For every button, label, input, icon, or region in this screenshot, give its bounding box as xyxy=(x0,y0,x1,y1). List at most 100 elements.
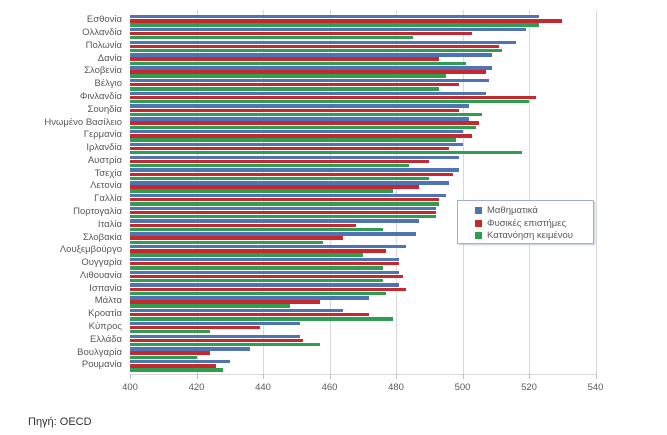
bar-22-series-2 xyxy=(130,304,290,308)
bar-2-series-2 xyxy=(130,48,503,53)
x-tick-mark-440 xyxy=(263,374,264,379)
x-tick-mark-500 xyxy=(462,374,464,379)
bar-2-series-1 xyxy=(130,44,500,49)
bar-25-series-0 xyxy=(130,334,300,338)
x-tick-mark-520 xyxy=(529,374,530,379)
bar-23-series-1 xyxy=(130,313,370,317)
bar-4-series-0 xyxy=(130,66,493,70)
bar-1-series-2 xyxy=(130,36,413,40)
bar-3-series-0 xyxy=(130,53,493,57)
bar-20-series-2 xyxy=(130,278,383,283)
bar-13-series-0 xyxy=(130,181,450,185)
bar-15-series-1 xyxy=(130,210,436,215)
bar-0-series-0 xyxy=(130,15,539,19)
legend: Μαθηματικά Φυσικές επιστήμες Κατανόηση κει… xyxy=(457,200,594,244)
bar-20-series-1 xyxy=(130,274,403,279)
bar-1-series-1 xyxy=(130,31,473,36)
bar-9-series-2 xyxy=(130,138,456,142)
bar-14-series-1 xyxy=(130,198,440,202)
category-label-15: Πορτογαλία xyxy=(73,206,122,217)
bar-18-series-1 xyxy=(130,249,387,253)
bar-3-series-2 xyxy=(130,61,466,66)
x-tick-label-400: 400 xyxy=(122,382,138,393)
category-label-26: Βουλγαρία xyxy=(77,346,122,358)
bar-16-series-2 xyxy=(130,227,383,232)
bar-21-series-1 xyxy=(130,287,406,291)
category-label-19: Ουγγαρία xyxy=(81,257,122,269)
x-tick-label-420: 420 xyxy=(188,382,205,393)
bar-1-series-0 xyxy=(130,27,526,32)
bar-3-series-1 xyxy=(130,57,440,61)
legend-item-1: Φυσικές επιστήμες xyxy=(475,217,593,230)
gridline-500 xyxy=(462,10,464,374)
bar-22-series-0 xyxy=(130,296,370,300)
category-label-24: Κύπρος xyxy=(88,321,122,333)
bar-10-series-1 xyxy=(130,146,450,151)
bar-10-series-2 xyxy=(130,151,523,155)
category-label-16: Ιταλία xyxy=(97,218,122,230)
bar-11-series-2 xyxy=(130,163,410,168)
bar-11-series-0 xyxy=(130,155,460,159)
bar-8-series-2 xyxy=(130,125,476,129)
legend-label-1: Φυσικές επιστήμες xyxy=(487,217,567,229)
bar-24-series-1 xyxy=(130,325,260,330)
bar-26-series-2 xyxy=(130,355,197,359)
bar-13-series-2 xyxy=(130,189,393,193)
legend-swatch-icon xyxy=(475,206,482,214)
bar-8-series-0 xyxy=(130,117,470,121)
bar-15-series-0 xyxy=(130,206,436,211)
x-tick-label-440: 440 xyxy=(255,382,271,393)
category-label-18: Λουξεμβούργο xyxy=(59,244,122,256)
category-label-3: Δανία xyxy=(97,52,122,64)
legend-item-0: Μαθηματικά xyxy=(475,204,593,217)
bar-17-series-0 xyxy=(130,232,416,236)
bar-5-series-0 xyxy=(130,78,490,83)
x-tick-label-500: 500 xyxy=(454,382,471,393)
category-label-23: Κροατία xyxy=(88,308,122,320)
bar-16-series-0 xyxy=(130,219,420,223)
gridline-480 xyxy=(396,10,397,374)
bar-25-series-1 xyxy=(130,338,303,343)
bar-9-series-0 xyxy=(130,130,463,134)
category-label-25: Ελλάδα xyxy=(90,333,122,345)
bar-5-series-1 xyxy=(130,83,460,87)
bar-22-series-1 xyxy=(130,300,320,304)
bar-10-series-0 xyxy=(130,142,463,147)
bar-6-series-0 xyxy=(130,91,486,96)
bar-26-series-1 xyxy=(130,351,210,355)
x-tick-label-460: 460 xyxy=(321,382,338,393)
bar-11-series-1 xyxy=(130,159,430,164)
x-tick-label-520: 520 xyxy=(521,382,537,393)
bar-7-series-2 xyxy=(130,112,483,117)
legend-swatch-icon xyxy=(475,232,482,240)
bar-7-series-0 xyxy=(130,104,470,108)
legend-label-0: Μαθηματικά xyxy=(487,204,538,216)
bar-21-series-2 xyxy=(130,291,387,296)
bar-21-series-0 xyxy=(130,283,400,287)
bar-14-series-0 xyxy=(130,193,446,198)
bar-27-series-2 xyxy=(130,368,224,372)
bar-27-series-0 xyxy=(130,360,230,364)
category-label-4: Σλοβενία xyxy=(84,65,122,77)
bar-4-series-1 xyxy=(130,70,486,74)
bar-12-series-1 xyxy=(130,172,453,176)
bar-17-series-2 xyxy=(130,240,323,244)
bar-24-series-0 xyxy=(130,321,300,326)
gridline-540 xyxy=(595,10,597,374)
x-tick-label-480: 480 xyxy=(388,382,404,393)
bar-19-series-0 xyxy=(130,257,400,262)
category-label-5: Βέλγιο xyxy=(94,78,122,90)
source-note: Πηγή: OECD xyxy=(28,416,92,428)
category-label-7: Σουηδία xyxy=(87,103,122,115)
bar-12-series-0 xyxy=(130,168,460,172)
x-tick-mark-400 xyxy=(130,374,131,379)
category-label-6: Φινλανδία xyxy=(79,90,122,102)
category-label-27: Ρουμανία xyxy=(81,359,122,371)
bar-19-series-1 xyxy=(130,261,400,266)
category-label-10: Ιρλανδία xyxy=(86,142,122,154)
bar-13-series-1 xyxy=(130,185,420,189)
bar-6-series-1 xyxy=(130,95,536,100)
bar-27-series-1 xyxy=(130,364,217,368)
category-label-1: Ολλανδία xyxy=(82,27,122,39)
